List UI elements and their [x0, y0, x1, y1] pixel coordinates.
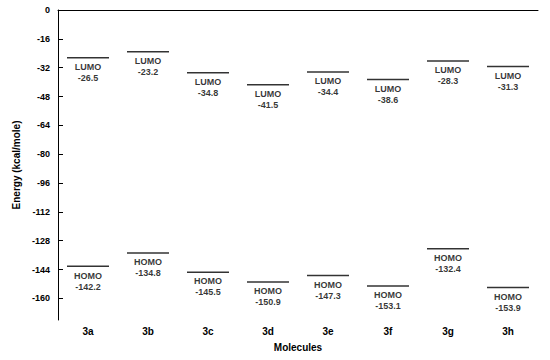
svg-text:Energy (kcal/mole): Energy (kcal/mole): [11, 121, 22, 210]
svg-text:0: 0: [45, 5, 50, 15]
svg-text:-32: -32: [37, 63, 50, 73]
svg-text:LUMO: LUMO: [495, 71, 522, 81]
svg-text:-28.3: -28.3: [438, 76, 459, 86]
svg-text:3e: 3e: [322, 326, 334, 337]
svg-text:-112: -112: [32, 207, 50, 217]
svg-text:HOMO: HOMO: [134, 257, 162, 267]
svg-text:HOMO: HOMO: [314, 280, 342, 290]
svg-text:HOMO: HOMO: [494, 292, 522, 302]
svg-text:HOMO: HOMO: [374, 290, 402, 300]
svg-text:LUMO: LUMO: [375, 84, 402, 94]
svg-text:-132.4: -132.4: [435, 264, 461, 274]
svg-text:-41.5: -41.5: [258, 100, 279, 110]
svg-text:-80: -80: [37, 149, 50, 159]
svg-text:-145.5: -145.5: [195, 287, 221, 297]
svg-text:LUMO: LUMO: [255, 89, 282, 99]
svg-text:LUMO: LUMO: [75, 62, 102, 72]
svg-text:LUMO: LUMO: [435, 65, 462, 75]
svg-text:HOMO: HOMO: [194, 276, 222, 286]
svg-text:LUMO: LUMO: [315, 76, 342, 86]
svg-text:-31.3: -31.3: [498, 82, 519, 92]
svg-text:-34.4: -34.4: [318, 87, 339, 97]
svg-text:3b: 3b: [142, 326, 154, 337]
svg-text:-16: -16: [37, 34, 50, 44]
svg-text:3c: 3c: [202, 326, 214, 337]
svg-text:3d: 3d: [262, 326, 274, 337]
svg-text:-64: -64: [37, 120, 50, 130]
svg-text:-153.1: -153.1: [375, 301, 401, 311]
svg-text:3h: 3h: [502, 326, 514, 337]
svg-text:LUMO: LUMO: [195, 77, 222, 87]
svg-text:-153.9: -153.9: [495, 303, 521, 313]
svg-text:3f: 3f: [384, 326, 394, 337]
svg-text:-147.3: -147.3: [315, 291, 341, 301]
svg-text:-38.6: -38.6: [378, 95, 399, 105]
svg-text:-144: -144: [32, 265, 50, 275]
svg-text:-34.8: -34.8: [198, 88, 219, 98]
svg-text:-26.5: -26.5: [78, 73, 99, 83]
svg-text:-96: -96: [37, 178, 50, 188]
svg-text:Molecules: Molecules: [274, 342, 323, 353]
svg-text:LUMO: LUMO: [135, 56, 162, 66]
svg-text:HOMO: HOMO: [254, 286, 282, 296]
svg-text:-160: -160: [32, 293, 50, 303]
svg-text:-134.8: -134.8: [135, 268, 161, 278]
svg-text:-150.9: -150.9: [255, 297, 281, 307]
svg-text:HOMO: HOMO: [74, 271, 102, 281]
svg-text:-128: -128: [32, 236, 50, 246]
svg-text:HOMO: HOMO: [434, 253, 462, 263]
svg-text:-142.2: -142.2: [75, 282, 101, 292]
svg-text:3g: 3g: [442, 326, 454, 337]
svg-text:-48: -48: [37, 92, 50, 102]
svg-text:-23.2: -23.2: [138, 67, 159, 77]
svg-text:3a: 3a: [82, 326, 94, 337]
